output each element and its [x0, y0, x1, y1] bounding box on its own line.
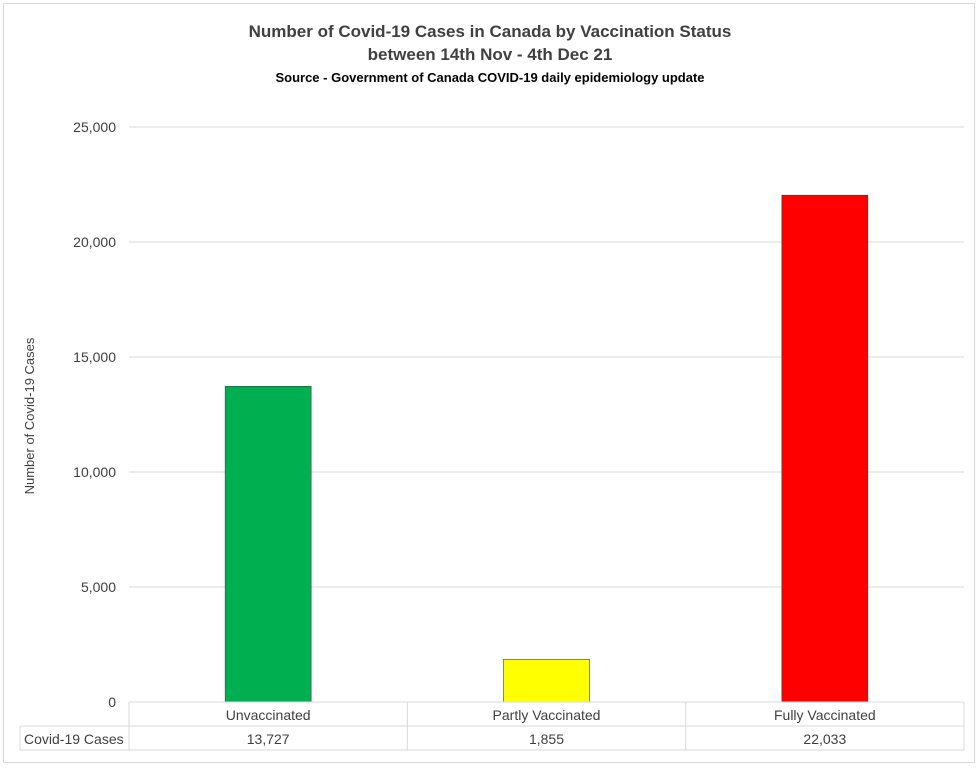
y-tick-label: 25,000 — [73, 119, 116, 135]
bar-chart: Number of Covid-19 Cases in Canada by Va… — [19, 22, 965, 751]
bars — [224, 194, 869, 703]
y-axis-ticks: 0 5,000 10,000 15,000 20,000 25,000 — [73, 119, 116, 710]
data-table: Unvaccinated 13,727 Partly Vaccinated 1,855… — [19, 701, 965, 751]
y-tick-label: 5,000 — [81, 579, 116, 595]
y-tick-label: 0 — [108, 694, 116, 710]
data-label: 22,033 — [803, 731, 846, 747]
y-tick-label: 15,000 — [73, 349, 116, 365]
data-label: 13,727 — [247, 731, 290, 747]
bar — [503, 659, 590, 703]
x-category-label: Fully Vaccinated — [774, 707, 876, 723]
data-label: 1,855 — [529, 731, 564, 747]
chart-source: Source - Government of Canada COVID-19 d… — [275, 70, 704, 85]
y-tick-label: 10,000 — [73, 464, 116, 480]
chart-subtitle: between 14th Nov - 4th Dec 21 — [368, 45, 613, 64]
x-category-label: Partly Vaccinated — [493, 707, 601, 723]
y-axis-title: Number of Covid-19 Cases — [22, 337, 37, 494]
y-tick-label: 20,000 — [73, 234, 116, 250]
x-category-label: Unvaccinated — [226, 707, 311, 723]
chart-title: Number of Covid-19 Cases in Canada by Va… — [249, 22, 732, 41]
bar — [224, 385, 312, 703]
chart-frame: Number of Covid-19 Cases in Canada by Va… — [3, 3, 975, 763]
table-series-label: Covid-19 Cases — [24, 731, 124, 747]
bar — [781, 194, 869, 703]
